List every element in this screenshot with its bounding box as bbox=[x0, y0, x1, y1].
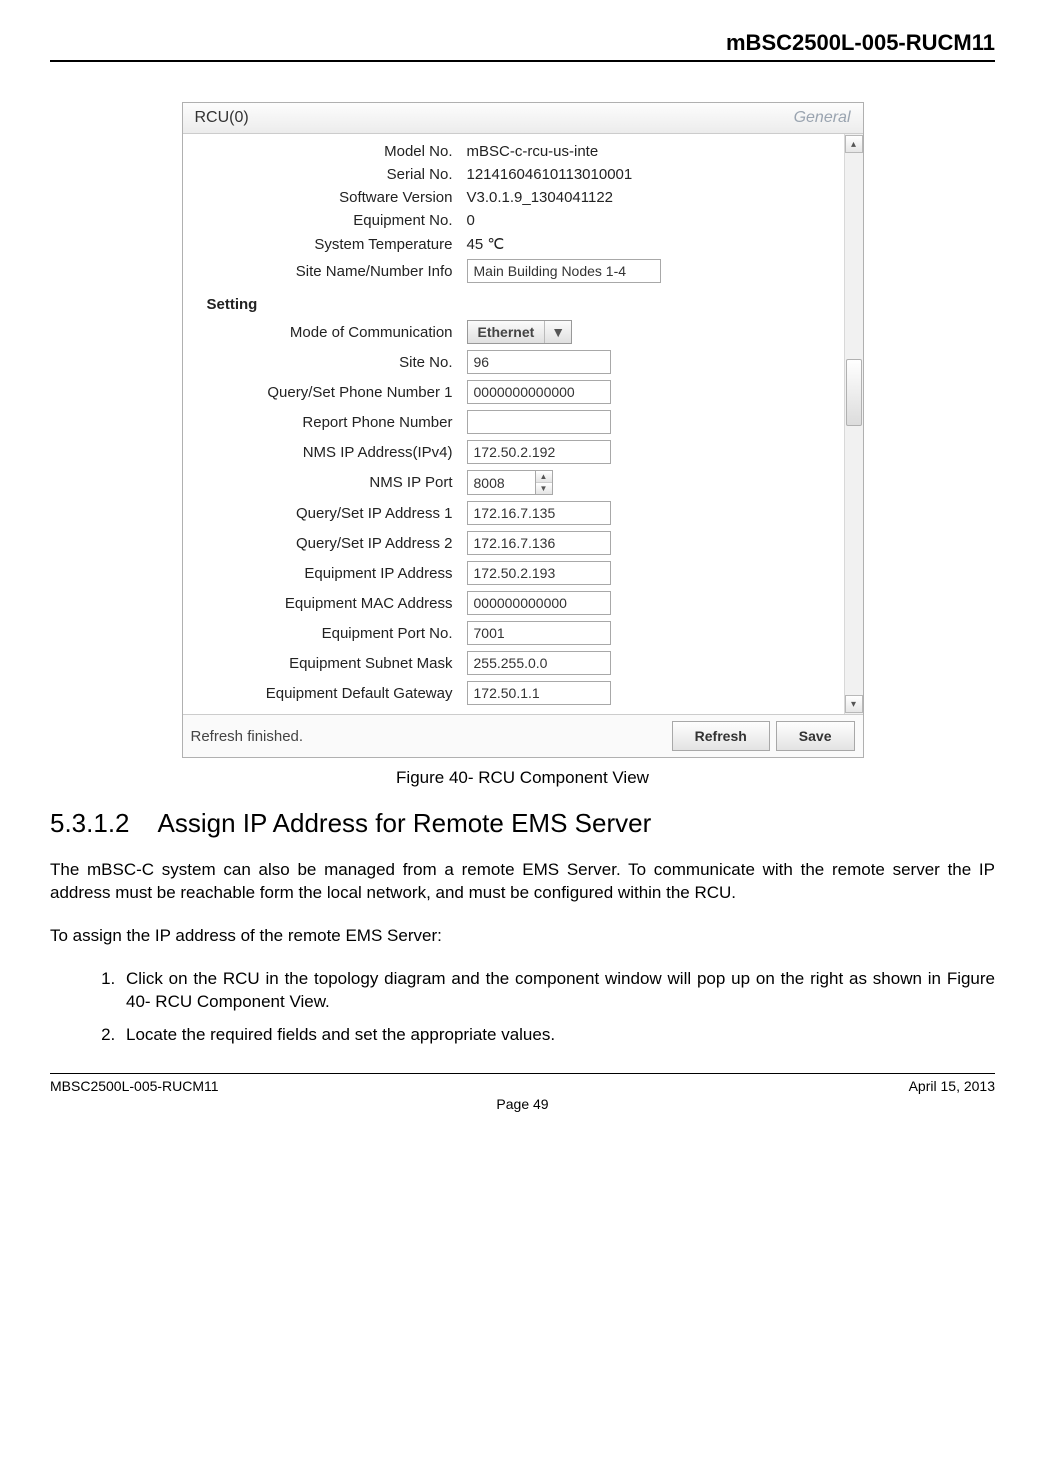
label-software-version: Software Version bbox=[193, 189, 467, 206]
value-serial-no: 12141604610113010001 bbox=[467, 166, 834, 183]
section-heading: 5.3.1.2 Assign IP Address for Remote EMS … bbox=[50, 808, 995, 839]
status-text: Refresh finished. bbox=[191, 728, 666, 745]
label-nms-ip: NMS IP Address(IPv4) bbox=[193, 444, 467, 461]
label-site-info: Site Name/Number Info bbox=[193, 263, 467, 280]
label-model-no: Model No. bbox=[193, 143, 467, 160]
equip-gateway-input[interactable] bbox=[467, 681, 611, 705]
dropdown-selected: Ethernet bbox=[468, 321, 545, 343]
value-equipment-no: 0 bbox=[467, 212, 834, 229]
label-equip-subnet: Equipment Subnet Mask bbox=[193, 655, 467, 672]
label-qs-phone-1: Query/Set Phone Number 1 bbox=[193, 384, 467, 401]
paragraph-2: To assign the IP address of the remote E… bbox=[50, 925, 995, 948]
nms-ip-input[interactable] bbox=[467, 440, 611, 464]
rcu-component-window: RCU(0) General Model No. mBSC-c-rcu-us-i… bbox=[182, 102, 864, 758]
qs-ip-1-input[interactable] bbox=[467, 501, 611, 525]
refresh-button[interactable]: Refresh bbox=[672, 721, 770, 751]
label-equip-ip: Equipment IP Address bbox=[193, 565, 467, 582]
qs-phone-1-input[interactable] bbox=[467, 380, 611, 404]
scroll-down-icon[interactable]: ▾ bbox=[845, 695, 863, 713]
document-footer: MBSC2500L-005-RUCM11 April 15, 2013 Page… bbox=[50, 1073, 995, 1094]
scroll-track[interactable] bbox=[846, 154, 862, 694]
nms-port-input[interactable] bbox=[467, 470, 536, 495]
save-button[interactable]: Save bbox=[776, 721, 855, 751]
footer-right: April 15, 2013 bbox=[909, 1078, 995, 1094]
section-title: Assign IP Address for Remote EMS Server bbox=[158, 808, 652, 838]
tab-general[interactable]: General bbox=[794, 109, 851, 127]
label-qs-ip-1: Query/Set IP Address 1 bbox=[193, 505, 467, 522]
document-header: mBSC2500L-005-RUCM11 bbox=[50, 30, 995, 62]
label-system-temperature: System Temperature bbox=[193, 236, 467, 253]
equip-port-input[interactable] bbox=[467, 621, 611, 645]
label-equipment-no: Equipment No. bbox=[193, 212, 467, 229]
equip-mac-input[interactable] bbox=[467, 591, 611, 615]
label-report-phone: Report Phone Number bbox=[193, 414, 467, 431]
vertical-scrollbar[interactable]: ▴ ▾ bbox=[844, 134, 863, 714]
window-titlebar: RCU(0) General bbox=[183, 103, 863, 134]
label-qs-ip-2: Query/Set IP Address 2 bbox=[193, 535, 467, 552]
figure-caption: Figure 40- RCU Component View bbox=[50, 768, 995, 788]
report-phone-input[interactable] bbox=[467, 410, 611, 434]
section-number: 5.3.1.2 bbox=[50, 808, 130, 839]
label-equip-port: Equipment Port No. bbox=[193, 625, 467, 642]
label-equip-mac: Equipment MAC Address bbox=[193, 595, 467, 612]
mode-of-communication-dropdown[interactable]: Ethernet ▼ bbox=[467, 320, 573, 344]
site-no-input[interactable] bbox=[467, 350, 611, 374]
footer-page-number: Page 49 bbox=[50, 1096, 995, 1112]
label-site-no: Site No. bbox=[193, 354, 467, 371]
value-model-no: mBSC-c-rcu-us-inte bbox=[467, 143, 834, 160]
spinner-down-icon[interactable]: ▼ bbox=[536, 483, 552, 494]
label-nms-port: NMS IP Port bbox=[193, 474, 467, 491]
spinner-up-icon[interactable]: ▲ bbox=[536, 471, 552, 483]
label-equip-gateway: Equipment Default Gateway bbox=[193, 685, 467, 702]
section-setting-header: Setting bbox=[189, 286, 838, 317]
equip-subnet-input[interactable] bbox=[467, 651, 611, 675]
chevron-down-icon: ▼ bbox=[544, 321, 571, 343]
step-2: Locate the required fields and set the a… bbox=[120, 1024, 995, 1047]
label-mode-of-communication: Mode of Communication bbox=[193, 324, 467, 341]
step-1: Click on the RCU in the topology diagram… bbox=[120, 968, 995, 1014]
scroll-up-icon[interactable]: ▴ bbox=[845, 135, 863, 153]
window-title: RCU(0) bbox=[195, 109, 249, 127]
value-system-temperature: 45 ℃ bbox=[467, 235, 834, 253]
qs-ip-2-input[interactable] bbox=[467, 531, 611, 555]
value-software-version: V3.0.1.9_1304041122 bbox=[467, 189, 834, 206]
label-serial-no: Serial No. bbox=[193, 166, 467, 183]
scroll-thumb[interactable] bbox=[846, 359, 862, 426]
site-info-input[interactable] bbox=[467, 259, 661, 283]
paragraph-1: The mBSC-C system can also be managed fr… bbox=[50, 859, 995, 905]
equip-ip-input[interactable] bbox=[467, 561, 611, 585]
steps-list: Click on the RCU in the topology diagram… bbox=[50, 968, 995, 1047]
footer-left: MBSC2500L-005-RUCM11 bbox=[50, 1078, 219, 1094]
